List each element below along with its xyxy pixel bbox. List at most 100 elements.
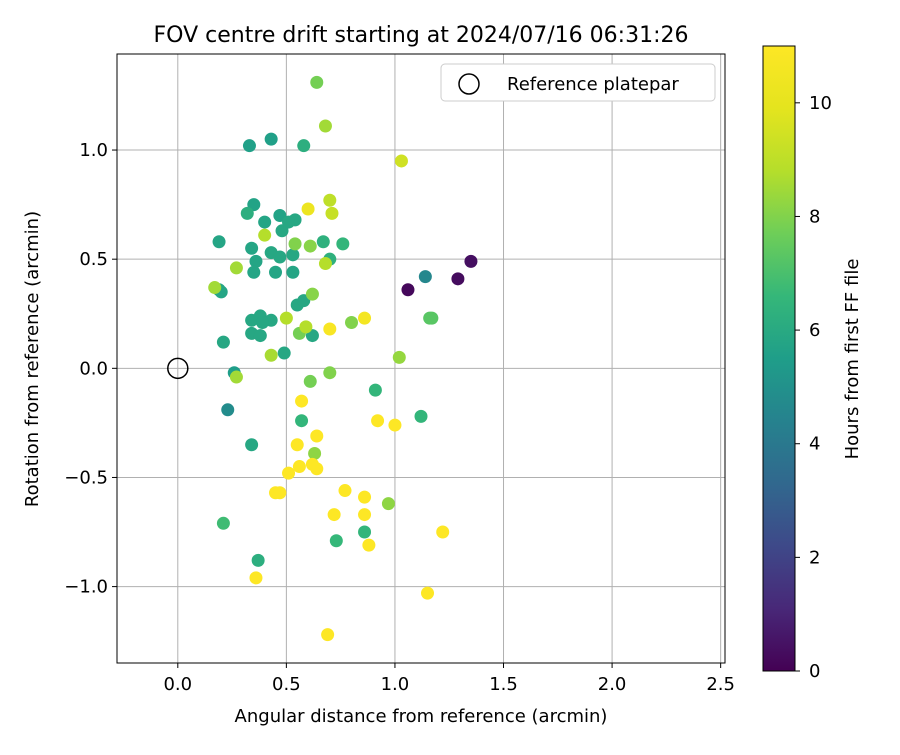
colorbar-tick-label: 10 — [809, 93, 832, 114]
colorbar-ticks: 0 2 4 6 8 10 — [795, 93, 832, 682]
scatter-point — [282, 466, 296, 480]
scatter-point — [358, 490, 372, 504]
scatter-point — [323, 322, 337, 336]
scatter-point — [464, 254, 478, 268]
scatter-point — [229, 261, 243, 275]
scatter-point — [297, 139, 311, 153]
colorbar-tick-label: 8 — [809, 206, 820, 227]
scatter-point — [212, 235, 226, 249]
chart-title: FOV centre drift starting at 2024/07/16 … — [154, 23, 689, 48]
scatter-point — [245, 438, 259, 452]
plot-frame — [116, 53, 726, 664]
scatter-point — [295, 394, 309, 408]
scatter-point — [247, 265, 261, 279]
scatter-point — [255, 315, 269, 329]
y-tick-label: −1.0 — [64, 577, 108, 598]
scatter-point — [282, 215, 296, 229]
scatter-point — [221, 403, 235, 417]
scatter-point — [288, 237, 302, 251]
scatter-point — [388, 418, 402, 432]
legend-reference-marker — [458, 73, 480, 95]
scatter-point — [345, 315, 359, 329]
scatter-point — [216, 516, 230, 530]
scatter-point — [251, 553, 265, 567]
scatter-point — [216, 335, 230, 349]
scatter-point — [371, 414, 385, 428]
scatter-point — [436, 525, 450, 539]
x-tick-label: 0.0 — [163, 674, 192, 695]
colorbar-tick-label: 6 — [809, 320, 820, 341]
scatter-point — [208, 281, 222, 295]
y-tick-label: −0.5 — [64, 467, 108, 488]
reference-platepar-marker — [167, 357, 189, 380]
scatter-point — [392, 350, 406, 364]
scatter-point — [308, 446, 322, 460]
x-tick-label: 0.5 — [272, 674, 301, 695]
scatter-point — [336, 237, 350, 251]
scatter-point — [394, 154, 408, 168]
scatter-point — [423, 311, 437, 325]
scatter-point — [299, 320, 313, 334]
scatter-point — [277, 346, 291, 360]
scatter-point — [245, 241, 259, 255]
scatter-point — [338, 484, 352, 498]
colorbar-gradient — [762, 45, 796, 672]
y-axis-label: Rotation from reference (arcmin) — [22, 211, 43, 507]
scatter-point — [321, 628, 335, 642]
scatter-point — [362, 538, 376, 552]
scatter-point — [264, 348, 278, 362]
scatter-point — [327, 508, 341, 522]
colorbar-tick-label: 4 — [809, 434, 820, 455]
colorbar-tick-label: 0 — [809, 661, 820, 682]
y-axis-ticks: −1.0 −0.5 0.0 0.5 1.0 — [64, 140, 117, 598]
scatter-point — [358, 508, 372, 522]
scatter-point — [249, 571, 263, 585]
x-tick-label: 1.0 — [381, 674, 410, 695]
y-tick-label: 0.5 — [79, 249, 108, 270]
scatter-point — [358, 311, 372, 325]
scatter-point — [316, 235, 330, 249]
scatter-point — [418, 270, 432, 284]
scatter-point — [303, 239, 317, 253]
colorbar-label: Hours from first FF file — [842, 259, 863, 460]
scatter-point — [303, 374, 317, 388]
legend-entry-label: Reference platepar — [507, 74, 679, 95]
scatter-point — [279, 311, 293, 325]
y-tick-label: 1.0 — [79, 140, 108, 161]
scatter-point — [292, 460, 306, 474]
x-axis-label: Angular distance from reference (arcmin) — [235, 706, 608, 727]
scatter-point — [310, 75, 324, 89]
scatter-point — [264, 132, 278, 146]
scatter-point — [401, 283, 415, 297]
scatter-point — [358, 525, 372, 539]
scatter-point — [290, 438, 304, 452]
scatter-point — [323, 193, 337, 207]
reference-marker-layer — [167, 357, 189, 380]
scatter-point — [240, 206, 254, 220]
scatter-point — [310, 429, 324, 443]
legend-box — [440, 63, 716, 102]
x-tick-label: 2.0 — [598, 674, 627, 695]
scatter-point — [381, 497, 395, 511]
scatter-point — [318, 119, 332, 133]
scatter-point — [273, 250, 287, 264]
legend: Reference platepar — [440, 63, 716, 102]
colorbar: 0 2 4 6 8 10 Hours from first FF file — [762, 45, 863, 682]
scatter-point — [421, 586, 435, 600]
scatter-point — [414, 409, 428, 423]
x-tick-label: 2.5 — [706, 674, 735, 695]
scatter-point — [368, 383, 382, 397]
scatter-point — [258, 215, 272, 229]
scatter-point — [451, 272, 465, 286]
grid-lines — [117, 54, 725, 663]
colorbar-tick-label: 2 — [809, 547, 820, 568]
scatter-point — [273, 486, 287, 500]
scatter-point — [310, 462, 324, 476]
scatter-point — [305, 287, 319, 301]
scatter-point — [325, 206, 339, 220]
scatter-point — [253, 329, 267, 343]
y-tick-label: 0.0 — [79, 358, 108, 379]
scatter-point — [329, 534, 343, 548]
x-axis-ticks: 0.0 0.5 1.0 1.5 2.0 2.5 — [163, 663, 735, 695]
